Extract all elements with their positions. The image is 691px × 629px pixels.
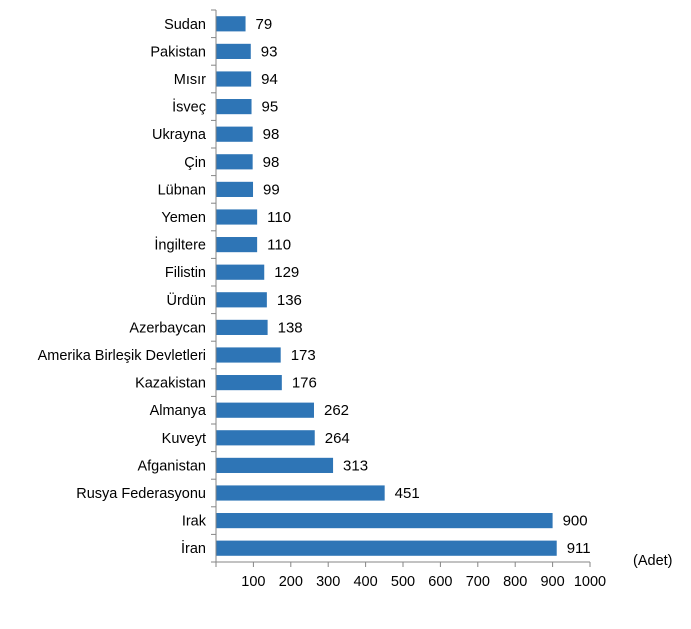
value-label-urdun: 136 <box>277 292 302 309</box>
category-label-kazakistan: Kazakistan <box>135 376 206 392</box>
value-label-iran: 911 <box>567 540 591 557</box>
value-label-amerika-birlesik-devletleri: 173 <box>291 347 316 364</box>
value-labels-group: 79 93 94 95 98 98 99 110 110 129 136 138 173 176 262 26… <box>256 16 591 557</box>
category-label-ingiltere: İngiltere <box>154 236 206 254</box>
category-label-afganistan: Afganistan <box>137 458 206 474</box>
bar-misir <box>216 71 252 87</box>
value-label-lubnan: 99 <box>263 181 280 198</box>
bar-urdun <box>216 292 267 308</box>
category-label-filistin: Filistin <box>165 265 206 281</box>
bar-isvec <box>216 99 252 115</box>
axes-group <box>211 9 591 567</box>
bar-kuveyt <box>216 430 315 446</box>
x-tick-label-400: 400 <box>353 574 377 590</box>
x-tick-label-200: 200 <box>279 574 303 590</box>
bar-yemen <box>216 209 258 225</box>
x-tick-label-800: 800 <box>503 574 527 590</box>
bar-filistin <box>216 264 265 280</box>
x-tick-label-700: 700 <box>466 574 490 590</box>
category-label-lubnan: Lübnan <box>158 182 206 198</box>
category-label-azerbaycan: Azerbaycan <box>129 320 206 336</box>
category-label-rusya-federasyonu: Rusya Federasyonu <box>76 486 206 502</box>
category-label-urdun: Ürdün <box>167 291 207 309</box>
bar-ingiltere <box>216 237 258 253</box>
bar-lubnan <box>216 181 254 197</box>
value-label-pakistan: 93 <box>261 43 278 60</box>
value-label-irak: 900 <box>563 513 588 530</box>
x-tick-label-300: 300 <box>316 574 340 590</box>
bar-iran <box>216 540 557 556</box>
bars-group <box>216 16 557 556</box>
bar-cin <box>216 154 253 170</box>
tick-labels-group: 100 200 300 400 500 600 700 800 900 1000 <box>241 574 606 590</box>
value-label-filistin: 129 <box>274 264 299 281</box>
category-label-pakistan: Pakistan <box>150 44 206 60</box>
value-label-kuveyt: 264 <box>325 430 350 447</box>
value-label-afganistan: 313 <box>343 457 368 474</box>
x-tick-label-1000: 1000 <box>574 574 606 590</box>
bar-ukrayna <box>216 126 253 142</box>
category-labels-group: Sudan Pakistan Mısır İsveç Ukrayna Çin Lübnan Y… <box>38 17 207 557</box>
category-label-misir: Mısır <box>174 72 206 88</box>
x-tick-label-900: 900 <box>540 574 564 590</box>
value-label-ingiltere: 110 <box>267 237 291 254</box>
bar-almanya <box>216 402 314 418</box>
bar-azerbaycan <box>216 319 268 335</box>
x-tick-label-600: 600 <box>428 574 452 590</box>
value-label-rusya-federasyonu: 451 <box>395 485 420 502</box>
category-label-iran: İran <box>181 539 206 557</box>
unit-label: (Adet) <box>633 553 673 569</box>
value-label-misir: 94 <box>261 71 278 88</box>
category-label-kuveyt: Kuveyt <box>162 431 206 447</box>
value-label-almanya: 262 <box>324 402 349 419</box>
value-label-yemen: 110 <box>267 209 291 226</box>
bar-irak <box>216 513 553 529</box>
bar-kazakistan <box>216 375 282 391</box>
category-label-sudan: Sudan <box>164 17 206 33</box>
value-label-ukrayna: 98 <box>263 126 280 143</box>
value-label-kazakistan: 176 <box>292 375 317 392</box>
bar-afganistan <box>216 457 334 473</box>
bar-sudan <box>216 16 246 32</box>
category-label-almanya: Almanya <box>150 403 207 419</box>
bar-pakistan <box>216 43 251 59</box>
category-label-yemen: Yemen <box>161 210 206 226</box>
category-label-amerika-birlesik-devletleri: Amerika Birleşik Devletleri <box>38 348 206 364</box>
category-label-isvec: İsveç <box>172 98 206 116</box>
category-label-ukrayna: Ukrayna <box>152 127 207 143</box>
x-tick-label-100: 100 <box>241 574 265 590</box>
value-label-sudan: 79 <box>256 16 273 33</box>
category-label-irak: Irak <box>182 514 207 530</box>
bar-rusya-federasyonu <box>216 485 385 501</box>
value-label-azerbaycan: 138 <box>278 319 303 336</box>
value-label-cin: 98 <box>263 154 280 171</box>
x-tick-label-500: 500 <box>391 574 415 590</box>
bar-amerika-birlesik-devletleri <box>216 347 281 363</box>
value-label-isvec: 95 <box>262 99 279 116</box>
category-label-cin: Çin <box>184 155 206 171</box>
